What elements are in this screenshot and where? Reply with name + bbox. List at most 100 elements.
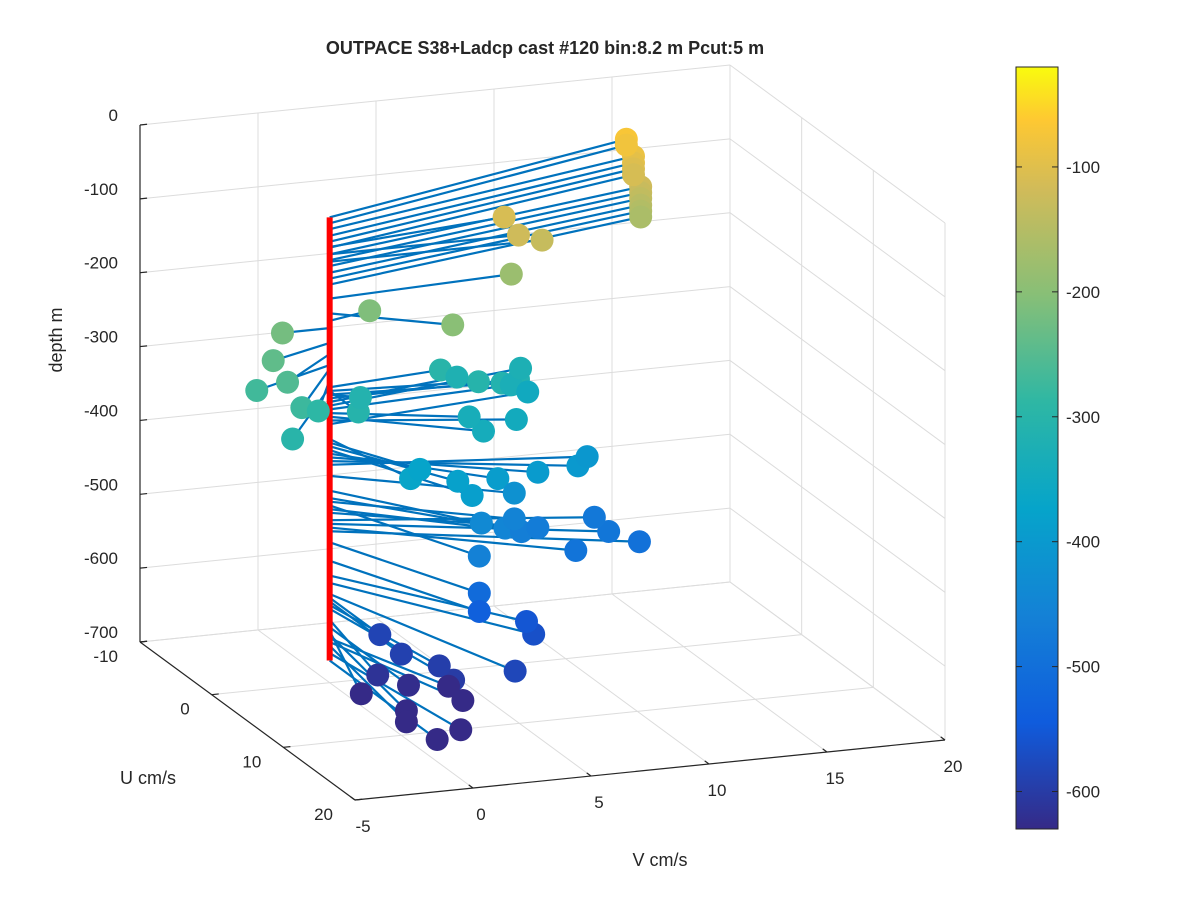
data-point bbox=[276, 370, 300, 394]
data-point bbox=[530, 228, 554, 252]
data-point bbox=[245, 378, 269, 402]
velocity-stick bbox=[329, 273, 512, 300]
y-tick-mark bbox=[211, 693, 219, 696]
colorbar-tick-label: -500 bbox=[1066, 658, 1100, 677]
velocity-stick bbox=[329, 455, 588, 466]
data-point bbox=[270, 321, 294, 345]
colorbar-tick-label: -200 bbox=[1066, 283, 1100, 302]
velocity-stick bbox=[329, 522, 609, 533]
data-point bbox=[503, 659, 527, 683]
data-point bbox=[281, 427, 305, 451]
data-point bbox=[467, 600, 491, 624]
back-wall-grid-line bbox=[139, 359, 731, 421]
data-point bbox=[629, 205, 653, 229]
data-point bbox=[499, 262, 523, 286]
data-point bbox=[449, 718, 473, 742]
z-tick-mark bbox=[139, 419, 148, 422]
data-point bbox=[526, 516, 550, 540]
data-point bbox=[306, 399, 330, 423]
data-point bbox=[575, 445, 599, 469]
x-tick-mark bbox=[822, 748, 828, 753]
side-wall-grid-line bbox=[729, 212, 946, 372]
data-point bbox=[446, 469, 470, 493]
velocity-stick bbox=[329, 234, 519, 256]
data-point bbox=[564, 539, 588, 562]
data-point bbox=[506, 223, 530, 247]
data-point bbox=[261, 349, 285, 373]
velocity-stick bbox=[329, 652, 462, 731]
data-point bbox=[502, 507, 526, 531]
z-tick-mark bbox=[139, 492, 148, 495]
data-point bbox=[437, 674, 461, 698]
velocity-stick bbox=[329, 173, 634, 249]
axis-ticks: -505101520-10010200-100-200-300-400-500-… bbox=[84, 106, 962, 836]
z-tick-mark bbox=[139, 271, 148, 274]
data-point bbox=[445, 365, 469, 389]
side-wall-grid-line bbox=[729, 360, 946, 519]
z-tick-mark bbox=[139, 345, 148, 348]
x-tick-label: 0 bbox=[476, 805, 485, 824]
velocity-stick bbox=[329, 637, 449, 688]
data-point bbox=[467, 581, 491, 605]
y-tick-label: 0 bbox=[180, 700, 189, 719]
z-tick-label: -500 bbox=[84, 475, 118, 494]
z-tick-label: -300 bbox=[84, 328, 118, 347]
side-wall-grid-line bbox=[729, 581, 946, 741]
z-tick-label: -200 bbox=[84, 254, 118, 273]
data-point bbox=[425, 728, 449, 752]
data-point bbox=[486, 467, 510, 491]
y-axis-line bbox=[139, 641, 356, 801]
side-wall-grid-line bbox=[729, 286, 946, 445]
data-point bbox=[366, 663, 390, 687]
data-point bbox=[427, 654, 451, 678]
x-tick-mark bbox=[940, 736, 946, 741]
colorbar-tick-label: -600 bbox=[1066, 783, 1100, 802]
x-tick-label: -5 bbox=[355, 817, 370, 836]
colorbar: -100 -200 -300 -400 -500 -600 bbox=[1015, 66, 1100, 830]
velocity-stick bbox=[329, 516, 595, 522]
x-tick-mark bbox=[586, 772, 592, 777]
data-point bbox=[627, 530, 651, 554]
velocity-stick bbox=[329, 581, 534, 636]
data-point bbox=[348, 385, 372, 409]
data-point bbox=[451, 688, 475, 712]
y-tick-mark bbox=[283, 746, 291, 748]
x-tick-mark bbox=[468, 784, 474, 789]
data-point bbox=[394, 710, 418, 734]
velocity-stick bbox=[329, 216, 505, 248]
side-wall-grid-line bbox=[729, 138, 946, 298]
z-tick-mark bbox=[139, 197, 148, 200]
x-axis-line bbox=[354, 739, 946, 801]
velocity-stick bbox=[329, 138, 627, 219]
z-tick-label: 0 bbox=[109, 106, 118, 125]
y-axis-label: U cm/s bbox=[120, 768, 176, 788]
side-wall-grid-line bbox=[729, 64, 946, 224]
velocity-stick bbox=[329, 574, 527, 623]
x-tick-label: 15 bbox=[826, 769, 845, 788]
x-tick-mark bbox=[704, 760, 710, 765]
x-tick-label: 20 bbox=[944, 757, 963, 776]
y-tick-label: 10 bbox=[242, 752, 261, 771]
x-axis-label: V cm/s bbox=[632, 850, 687, 870]
velocity-stick bbox=[329, 238, 543, 263]
chart-title: OUTPACE S38+Ladcp cast #120 bin:8.2 m Pc… bbox=[326, 38, 764, 58]
velocity-stick bbox=[328, 644, 408, 723]
data-point bbox=[509, 356, 533, 380]
data-point bbox=[460, 483, 484, 507]
velocity-stick bbox=[329, 541, 480, 595]
velocity-sticks bbox=[256, 138, 641, 741]
velocity-stick bbox=[329, 161, 634, 237]
data-point bbox=[358, 299, 382, 323]
z-tick-mark bbox=[139, 640, 148, 643]
velocity-stick bbox=[329, 530, 640, 543]
side-wall-grid-line bbox=[729, 433, 946, 593]
colorbar-tick-label: -300 bbox=[1066, 408, 1100, 427]
velocity-stick bbox=[329, 593, 516, 673]
data-point bbox=[526, 460, 550, 484]
z-tick-mark bbox=[139, 123, 148, 126]
colorbar-ticks: -100 -200 -300 -400 -500 -600 bbox=[1016, 158, 1100, 802]
z-tick-label: -600 bbox=[84, 549, 118, 568]
data-point bbox=[502, 481, 526, 505]
floor-grid-line bbox=[611, 593, 828, 753]
